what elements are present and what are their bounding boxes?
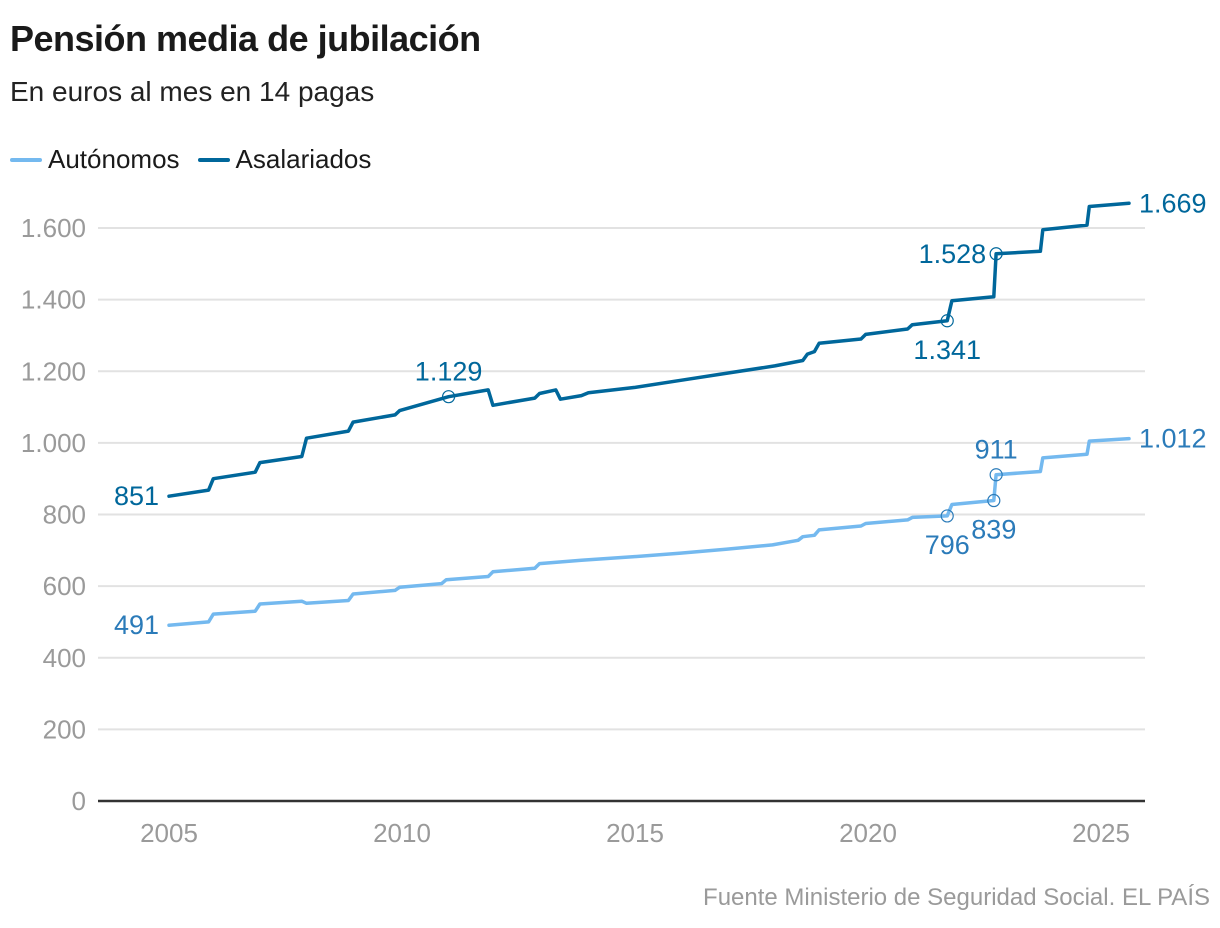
data-label: 491 xyxy=(114,610,159,640)
data-label: 1.129 xyxy=(415,357,483,387)
y-tick-label: 0 xyxy=(72,786,86,816)
data-label: 1.669 xyxy=(1139,188,1207,218)
y-tick-label: 1.400 xyxy=(21,285,86,315)
data-label: 1.528 xyxy=(919,239,987,269)
series-line-autonomos xyxy=(167,436,1131,627)
y-tick-label: 800 xyxy=(43,500,86,530)
y-tick-label: 1.000 xyxy=(21,428,86,458)
annotation-marker xyxy=(442,390,456,404)
series-line-asalariados xyxy=(167,201,1131,498)
data-label: 851 xyxy=(114,481,159,511)
y-tick-label: 200 xyxy=(43,714,86,744)
x-tick-label: 2010 xyxy=(373,818,431,848)
annotation-marker xyxy=(940,509,954,523)
chart-subtitle: En euros al mes en 14 pagas xyxy=(10,76,375,107)
x-tick-label: 2015 xyxy=(606,818,664,848)
annotation-marker xyxy=(940,314,954,328)
legend-swatch xyxy=(10,157,42,162)
annotation-marker xyxy=(989,247,1003,261)
data-label: 796 xyxy=(925,530,970,560)
x-tick-label: 2020 xyxy=(839,818,897,848)
annotation-marker xyxy=(987,493,1001,508)
y-tick-label: 1.600 xyxy=(21,213,86,243)
legend-label: Autónomos xyxy=(48,144,180,174)
data-label: 839 xyxy=(971,515,1016,545)
data-label: 1.341 xyxy=(913,335,981,365)
y-tick-label: 400 xyxy=(43,643,86,673)
legend-label: Asalariados xyxy=(235,144,372,174)
data-label: 1.012 xyxy=(1139,424,1207,454)
legend-item-autonomos: Autónomos xyxy=(10,144,180,175)
x-tick-label: 2025 xyxy=(1072,818,1130,848)
legend-swatch xyxy=(197,157,230,162)
chart-title: Pensión media de jubilación xyxy=(10,18,481,59)
y-tick-label: 600 xyxy=(43,571,86,601)
data-label: 911 xyxy=(975,435,1018,465)
x-tick-label: 2005 xyxy=(140,818,198,848)
source-note: Fuente Ministerio de Seguridad Social. E… xyxy=(703,884,1210,911)
legend: Autónomos Asalariados xyxy=(10,144,389,175)
annotation-marker xyxy=(989,468,1003,482)
y-tick-label: 1.200 xyxy=(21,356,86,386)
legend-item-asalariados: Asalariados xyxy=(197,144,372,175)
